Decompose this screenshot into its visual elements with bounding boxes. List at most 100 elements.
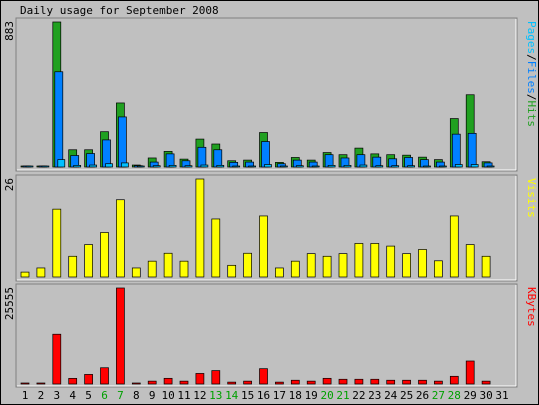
kbytes-bar-22: [354, 378, 364, 385]
x-tick-label-24: 24: [384, 389, 398, 402]
pages-bar-9: [152, 165, 161, 168]
pages-bar-18: [295, 165, 304, 168]
x-tick-label-25: 25: [400, 389, 413, 402]
visits-bar-27: [434, 260, 443, 278]
visits-bar-18: [290, 260, 300, 278]
kbytes-bar-14: [227, 381, 237, 385]
kbytes-bar-2: [36, 382, 46, 385]
kbytes-bar-12: [195, 373, 205, 385]
visits-bar-9: [147, 260, 157, 278]
x-tick-label-22: 22: [352, 389, 365, 402]
kbytes-max-label: 25555: [3, 287, 16, 320]
kbytes-bar-16: [259, 368, 268, 385]
x-tick-label-4: 4: [69, 389, 76, 402]
pages-bar-24: [391, 165, 400, 168]
x-tick-label-30: 30: [479, 389, 492, 402]
visits-bar-16: [259, 215, 268, 278]
hits-legend-item-2: Files: [525, 61, 538, 94]
x-tick-label-17: 17: [273, 389, 286, 402]
kbytes-bar-3: [52, 333, 62, 385]
kbytes-bar-1: [20, 382, 30, 385]
pages-bar-10: [168, 165, 177, 168]
visits-bar-15: [243, 252, 252, 278]
x-tick-label-31: 31: [495, 389, 508, 402]
kbytes-bar-6: [100, 367, 109, 385]
kbytes-bar-23: [370, 378, 380, 385]
visits-bar-7: [116, 199, 125, 278]
hits-legend-item-4: Hits: [525, 101, 538, 128]
kbytes-bar-5: [84, 374, 93, 385]
pages-bar-26: [423, 165, 431, 168]
kbytes-legend: KBytes: [525, 287, 538, 327]
x-tick-label-14: 14: [225, 389, 239, 402]
pages-bar-3: [57, 159, 66, 168]
visits-bar-21: [338, 253, 348, 278]
pages-bar-1: [25, 165, 34, 168]
kbytes-bar-28: [449, 375, 459, 385]
pages-bar-2: [41, 165, 50, 168]
x-tick-label-15: 15: [241, 389, 254, 402]
pages-bar-27: [439, 165, 447, 168]
files-bar-28: [451, 133, 461, 168]
kbytes-bar-11: [179, 380, 189, 385]
pages-bar-16: [264, 164, 272, 168]
hits-max-label: 883: [3, 21, 16, 41]
pages-bar-11: [184, 165, 193, 168]
kbytes-bar-8: [131, 382, 141, 385]
visits-legend-item-0: Visits: [525, 178, 538, 218]
kbytes-bar-19: [306, 380, 316, 385]
visits-legend: Visits: [525, 178, 538, 218]
visits-bar-4: [68, 255, 78, 278]
visits-bar-20: [322, 255, 332, 278]
x-tick-label-21: 21: [336, 389, 349, 402]
x-tick-label-6: 6: [101, 389, 108, 402]
visits-bar-11: [179, 260, 189, 278]
pages-bar-20: [327, 165, 336, 168]
pages-bar-19: [311, 165, 320, 168]
x-tick-label-5: 5: [85, 389, 92, 402]
pages-bar-14: [232, 165, 241, 168]
pages-bar-22: [359, 164, 368, 168]
visits-bar-29: [465, 244, 475, 278]
x-tick-label-16: 16: [257, 389, 270, 402]
visits-bar-23: [370, 243, 380, 278]
x-tick-label-26: 26: [416, 389, 429, 402]
x-tick-label-28: 28: [448, 389, 461, 402]
kbytes-bar-4: [68, 378, 78, 385]
files-bar-16: [261, 141, 270, 168]
x-tick-label-18: 18: [289, 389, 302, 402]
hits-legend-item-3: /: [525, 94, 538, 101]
x-tick-label-12: 12: [193, 389, 206, 402]
hits-legend: Pages/Files/Hits: [525, 21, 538, 127]
x-tick-label-9: 9: [149, 389, 156, 402]
pages-bar-25: [407, 165, 415, 168]
pages-bar-5: [89, 164, 97, 168]
x-tick-label-1: 1: [22, 389, 29, 402]
x-tick-label-23: 23: [368, 389, 381, 402]
kbytes-bar-25: [402, 379, 411, 385]
kbytes-bar-26: [418, 379, 427, 385]
kbytes-bar-10: [163, 377, 173, 385]
pages-bar-30: [486, 165, 495, 168]
pages-bar-8: [136, 165, 145, 168]
hits-legend-item-1: /: [525, 54, 538, 61]
visits-bar-13: [211, 218, 221, 278]
x-tick-label-3: 3: [53, 389, 60, 402]
x-tick-label-7: 7: [117, 389, 124, 402]
visits-bar-17: [275, 267, 284, 278]
pages-bar-28: [454, 164, 463, 168]
visits-bar-14: [227, 264, 237, 278]
x-tick-label-10: 10: [161, 389, 174, 402]
pages-bar-12: [200, 164, 209, 168]
kbytes-bar-27: [434, 380, 443, 385]
x-tick-label-11: 11: [177, 389, 190, 402]
hits-legend-item-0: Pages: [525, 21, 538, 54]
visits-bar-3: [52, 208, 62, 278]
kbytes-bar-17: [275, 381, 284, 385]
kbytes-bar-29: [465, 360, 475, 385]
visits-max-label: 26: [3, 178, 16, 191]
visits-bar-1: [20, 271, 30, 278]
visits-bar-6: [100, 232, 109, 278]
pages-bar-4: [73, 165, 82, 168]
files-bar-29: [467, 132, 477, 168]
